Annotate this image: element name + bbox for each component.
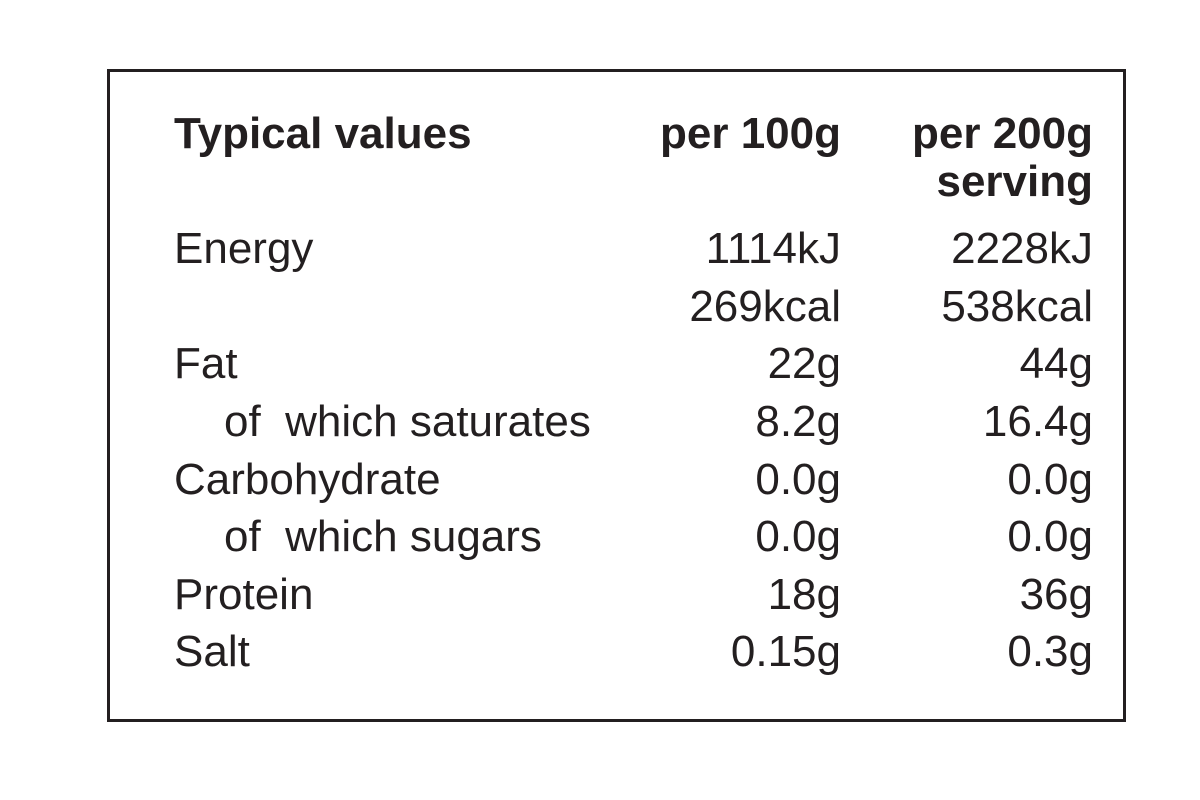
protein-per-200g: 36g — [1019, 570, 1093, 619]
header-typical-values: Typical values — [174, 109, 472, 158]
row-label-fat: Fat — [174, 339, 238, 388]
energy-kj-per-100g: 1114kJ — [705, 224, 841, 273]
sugars-per-200g: 0.0g — [1007, 512, 1093, 561]
row-label-carbohydrate: Carbohydrate — [174, 455, 441, 504]
carbohydrate-per-100g: 0.0g — [755, 455, 841, 504]
saturates-per-200g: 16.4g — [982, 397, 1093, 446]
row-label-energy: Energy — [174, 224, 314, 273]
energy-kj-per-200g: 2228kJ — [951, 224, 1093, 273]
saturates-per-100g: 8.2g — [755, 397, 841, 446]
nutrition-table: Typical values per 100g per 200g serving… — [107, 69, 1126, 722]
header-per-100g: per 100g — [660, 109, 841, 158]
fat-per-100g: 22g — [767, 339, 841, 388]
energy-kcal-per-100g: 269kcal — [689, 282, 841, 331]
salt-per-200g: 0.3g — [1007, 627, 1093, 676]
carbohydrate-per-200g: 0.0g — [1007, 455, 1093, 504]
row-label-saturates: of which saturates — [224, 397, 591, 446]
sugars-per-100g: 0.0g — [755, 512, 841, 561]
fat-per-200g: 44g — [1019, 339, 1093, 388]
row-label-sugars: of which sugars — [224, 512, 542, 561]
protein-per-100g: 18g — [767, 570, 841, 619]
header-serving: serving — [936, 157, 1093, 206]
energy-kcal-per-200g: 538kcal — [941, 282, 1093, 331]
salt-per-100g: 0.15g — [730, 627, 841, 676]
row-label-protein: Protein — [174, 570, 314, 619]
header-per-200g: per 200g — [912, 109, 1093, 158]
row-label-salt: Salt — [174, 627, 250, 676]
